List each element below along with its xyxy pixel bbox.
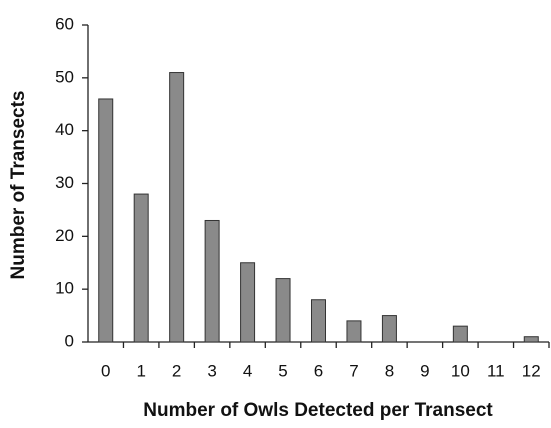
bar — [381, 315, 397, 343]
x-tick-label: 10 — [451, 361, 470, 380]
x-axis-title: Number of Owls Detected per Transect — [143, 400, 493, 421]
y-tick-label: 30 — [55, 173, 74, 192]
x-tick-label: 1 — [136, 361, 145, 380]
x-tick-label: 7 — [349, 361, 358, 380]
x-tick-label: 8 — [385, 361, 394, 380]
bar — [98, 98, 114, 343]
x-tick-label: 5 — [278, 361, 287, 380]
y-tick-label: 0 — [65, 331, 74, 350]
bar — [452, 325, 468, 343]
bar — [346, 320, 362, 343]
x-tick-label: 6 — [314, 361, 323, 380]
bar — [523, 336, 539, 343]
bar — [275, 278, 291, 343]
y-tick-label: 50 — [55, 67, 74, 86]
x-tick-label: 4 — [243, 361, 252, 380]
y-tick-label: 60 — [55, 14, 74, 33]
x-tick-label: 2 — [172, 361, 181, 380]
y-tick-label: 10 — [55, 279, 74, 298]
x-tick-label: 0 — [101, 361, 110, 380]
bar — [240, 262, 256, 343]
x-tick-label: 12 — [522, 361, 541, 380]
x-tick-label: 11 — [487, 361, 505, 380]
y-axis-title: Number of Transects — [8, 91, 29, 280]
bar — [169, 72, 185, 343]
x-tick-label: 3 — [207, 361, 216, 380]
y-tick-label: 40 — [55, 120, 74, 139]
bar — [133, 193, 149, 343]
bar — [204, 219, 220, 343]
x-tick-label: 9 — [420, 361, 429, 380]
y-tick-label: 20 — [55, 226, 74, 245]
bar — [311, 299, 326, 343]
